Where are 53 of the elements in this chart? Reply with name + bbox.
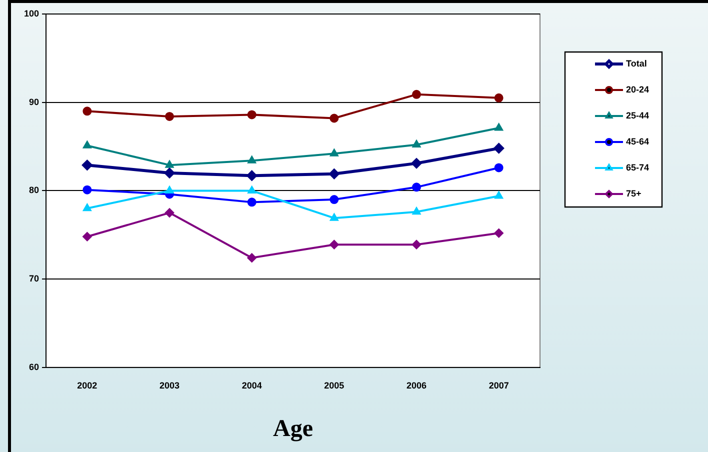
point xyxy=(494,143,504,154)
y-tick-label: 70 xyxy=(29,274,40,284)
point xyxy=(412,90,422,99)
point xyxy=(412,140,421,148)
point xyxy=(330,149,338,156)
legend-label: 25-44 xyxy=(626,110,650,120)
x-axis-title: Age xyxy=(273,416,314,442)
legend-label: 45-64 xyxy=(626,136,650,146)
point xyxy=(248,156,256,164)
point xyxy=(165,186,174,194)
x-tick-label: 2002 xyxy=(77,380,98,390)
point xyxy=(165,112,174,121)
point xyxy=(165,208,174,218)
point xyxy=(330,240,339,250)
legend-label: 65-74 xyxy=(626,162,650,172)
x-tick-label: 2003 xyxy=(159,380,180,390)
point xyxy=(412,207,421,215)
legend-label: 75+ xyxy=(626,188,642,198)
x-tick-label: 2005 xyxy=(324,380,344,390)
point xyxy=(329,168,340,179)
point xyxy=(330,195,339,204)
y-tick-label: 80 xyxy=(29,185,40,196)
point xyxy=(164,168,175,178)
point xyxy=(248,186,256,194)
point xyxy=(247,253,256,262)
point xyxy=(494,93,504,102)
legend-label: Total xyxy=(626,58,647,68)
point xyxy=(247,110,256,120)
point xyxy=(83,141,92,148)
point xyxy=(412,158,422,168)
point xyxy=(82,232,92,242)
x-tick-label: 2007 xyxy=(488,380,509,390)
x-tick-label: 2006 xyxy=(406,380,427,390)
point xyxy=(247,198,256,207)
point xyxy=(165,160,174,168)
y-tick-label: 60 xyxy=(29,362,40,372)
point xyxy=(412,240,422,250)
point xyxy=(494,192,503,199)
point xyxy=(494,163,504,172)
point xyxy=(82,160,92,170)
y-tick-label: 90 xyxy=(29,96,40,107)
y-tick-label: 100 xyxy=(24,8,40,18)
point xyxy=(246,170,257,181)
point xyxy=(330,214,338,221)
x-tick-label: 2004 xyxy=(242,380,262,390)
point xyxy=(412,182,422,192)
legend-label: 20-24 xyxy=(626,84,650,94)
point xyxy=(82,185,92,194)
point xyxy=(82,106,92,116)
point xyxy=(83,204,92,212)
point xyxy=(494,123,503,131)
point xyxy=(330,114,339,123)
point xyxy=(494,228,504,238)
